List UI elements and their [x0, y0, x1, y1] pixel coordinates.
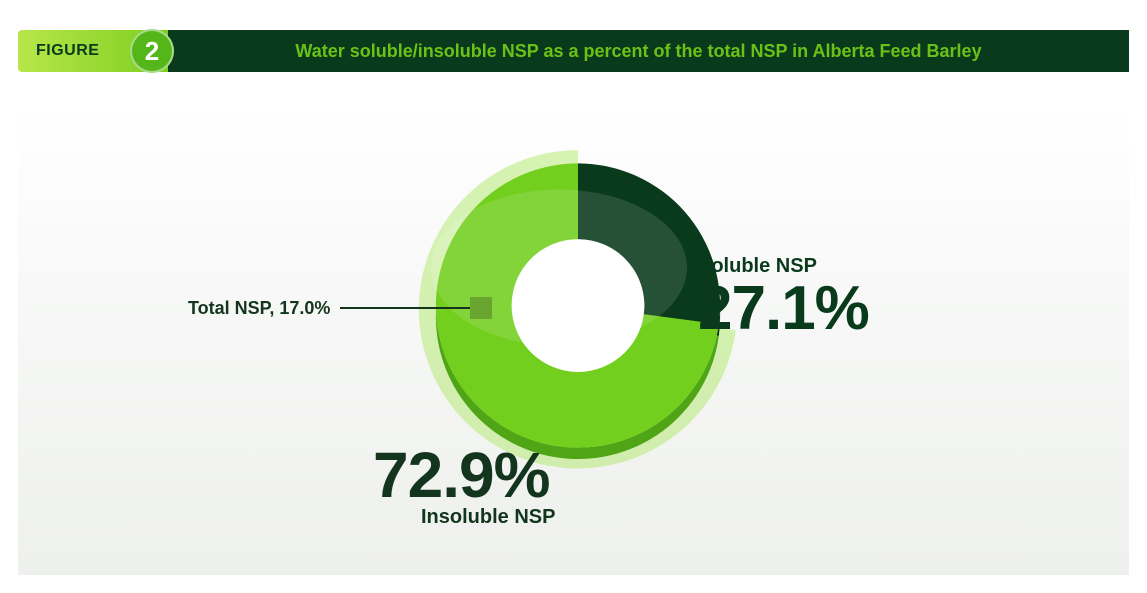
soluble-percent: 27.1%: [698, 278, 869, 340]
figure-label-tab: FIGURE 2: [18, 30, 168, 72]
insoluble-name: Insoluble NSP: [421, 506, 555, 529]
insoluble-label: 72.9% Insoluble NSP: [373, 445, 555, 529]
soluble-label: Soluble NSP 27.1%: [698, 255, 869, 340]
figure-title: Water soluble/insoluble NSP as a percent…: [295, 41, 981, 62]
chart-area: Total NSP, 17.0% Soluble NSP 27.1% 72.9%…: [18, 105, 1129, 575]
insoluble-percent: 72.9%: [373, 445, 555, 506]
callout-marker: [470, 297, 492, 319]
total-nsp-callout: Total NSP, 17.0%: [188, 297, 492, 319]
figure-title-bar: Water soluble/insoluble NSP as a percent…: [148, 30, 1129, 72]
figure-header: Water soluble/insoluble NSP as a percent…: [18, 30, 1129, 72]
total-nsp-label: Total NSP, 17.0%: [188, 298, 330, 319]
figure-number: 2: [145, 36, 159, 67]
callout-leader-line: [340, 307, 470, 309]
figure-number-badge: 2: [130, 29, 174, 73]
figure-word: FIGURE: [36, 42, 99, 60]
